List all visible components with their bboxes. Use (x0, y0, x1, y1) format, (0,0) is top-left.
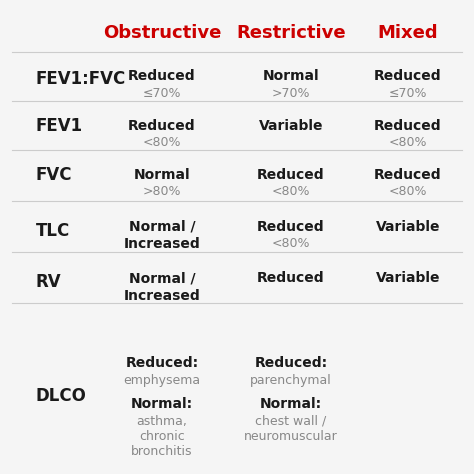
Text: <80%: <80% (389, 137, 427, 149)
Text: FEV1: FEV1 (36, 117, 82, 135)
Text: Reduced: Reduced (257, 168, 325, 182)
Text: Restrictive: Restrictive (236, 24, 346, 42)
Text: Increased: Increased (124, 289, 201, 302)
Text: Normal: Normal (134, 168, 191, 182)
Text: Variable: Variable (259, 119, 323, 133)
Text: <80%: <80% (272, 237, 310, 250)
Text: FVC: FVC (36, 166, 72, 184)
Text: <80%: <80% (389, 185, 427, 199)
Text: TLC: TLC (36, 222, 70, 240)
Text: FEV1:FVC: FEV1:FVC (36, 70, 126, 88)
Text: ≤70%: ≤70% (389, 87, 427, 100)
Text: RV: RV (36, 273, 61, 292)
Text: neuromuscular: neuromuscular (244, 430, 338, 443)
Text: Obstructive: Obstructive (103, 24, 221, 42)
Text: Reduced: Reduced (128, 119, 196, 133)
Text: DLCO: DLCO (36, 387, 86, 405)
Text: Normal: Normal (263, 69, 319, 83)
Text: Reduced: Reduced (374, 168, 442, 182)
Text: <80%: <80% (272, 185, 310, 199)
Text: <80%: <80% (143, 137, 181, 149)
Text: Variable: Variable (376, 219, 440, 234)
Text: emphysema: emphysema (124, 374, 201, 387)
Text: asthma,: asthma, (137, 415, 188, 428)
Text: Reduced: Reduced (257, 219, 325, 234)
Text: Reduced:: Reduced: (126, 356, 199, 371)
Text: bronchitis: bronchitis (131, 445, 193, 458)
Text: ≤70%: ≤70% (143, 87, 181, 100)
Text: >70%: >70% (272, 87, 310, 100)
Text: Increased: Increased (124, 237, 201, 251)
Text: Reduced: Reduced (257, 271, 325, 285)
Text: Reduced: Reduced (128, 69, 196, 83)
Text: parenchymal: parenchymal (250, 374, 332, 387)
Text: chest wall /: chest wall / (255, 415, 327, 428)
Text: Reduced:: Reduced: (255, 356, 328, 371)
Text: Reduced: Reduced (374, 69, 442, 83)
Text: Normal /: Normal / (129, 271, 195, 285)
Text: Reduced: Reduced (374, 119, 442, 133)
Text: chronic: chronic (139, 430, 185, 443)
Text: Normal:: Normal: (131, 398, 193, 411)
Text: Mixed: Mixed (378, 24, 438, 42)
Text: >80%: >80% (143, 185, 181, 199)
Text: Normal /: Normal / (129, 219, 195, 234)
Text: Normal:: Normal: (260, 398, 322, 411)
Text: Variable: Variable (376, 271, 440, 285)
